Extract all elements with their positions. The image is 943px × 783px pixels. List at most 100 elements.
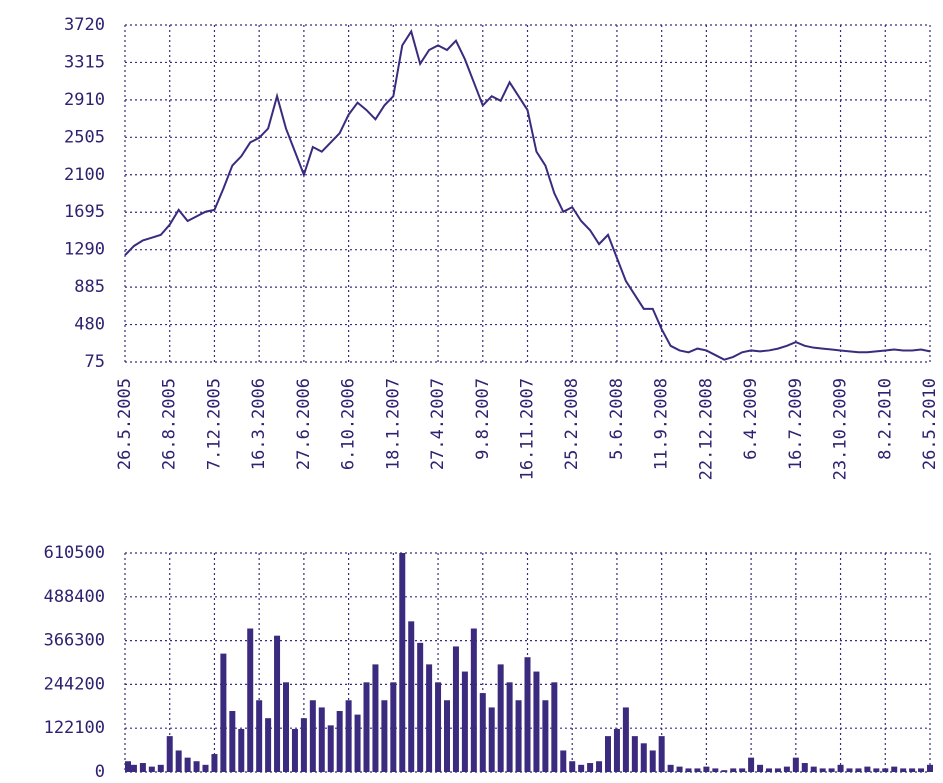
volume-bar xyxy=(721,770,728,772)
y-tick-label: 488400 xyxy=(44,587,105,607)
volume-bar xyxy=(774,768,781,772)
y-tick-label: 1695 xyxy=(64,202,105,222)
volume-bar xyxy=(757,764,764,772)
x-tick-label: 8.2.2010 xyxy=(875,378,895,460)
volume-bar xyxy=(631,736,638,772)
volume-bar xyxy=(372,664,379,772)
volume-bar xyxy=(739,768,746,772)
x-tick-label: 7.12.2005 xyxy=(204,378,224,470)
volume-bar xyxy=(900,768,907,772)
volume-bar xyxy=(157,764,164,772)
volume-bar xyxy=(524,657,531,772)
volume-bar xyxy=(792,757,799,772)
x-tick-label: 16.11.2007 xyxy=(518,378,538,480)
volume-bar xyxy=(703,766,710,772)
volume-bar xyxy=(193,761,200,772)
volume-bar xyxy=(918,768,925,772)
volume-bar xyxy=(640,743,647,772)
volume-bar xyxy=(909,768,916,772)
volume-bar xyxy=(578,764,585,772)
y-tick-label: 2910 xyxy=(64,90,105,110)
volume-bar xyxy=(685,768,692,772)
y-tick-label: 3720 xyxy=(64,15,105,35)
volume-bar xyxy=(166,736,173,772)
y-tick-label: 1290 xyxy=(64,240,105,260)
volume-bar xyxy=(336,711,343,772)
y-tick-label: 3315 xyxy=(64,52,105,72)
volume-bar xyxy=(882,768,889,772)
y-tick-label: 2100 xyxy=(64,165,105,185)
x-tick-label: 16.7.2009 xyxy=(786,378,806,470)
volume-bar xyxy=(551,682,558,772)
volume-bar xyxy=(444,700,450,772)
volume-bar xyxy=(318,707,325,772)
y-tick-label: 75 xyxy=(85,352,105,372)
x-tick-label: 5.6.2008 xyxy=(607,378,627,460)
x-tick-label: 6.4.2009 xyxy=(741,378,761,460)
volume-bar xyxy=(417,642,424,772)
y-tick-label: 480 xyxy=(74,315,105,335)
volume-bar xyxy=(488,707,495,772)
y-tick-label: 885 xyxy=(74,277,105,297)
volume-bar xyxy=(801,763,808,772)
volume-bar xyxy=(327,725,334,772)
volume-bar xyxy=(891,766,898,772)
volume-bar xyxy=(873,768,880,772)
x-tick-label: 6.10.2006 xyxy=(339,378,359,470)
volume-bar xyxy=(345,700,352,772)
volume-bar xyxy=(435,682,442,772)
volume-bar xyxy=(461,671,468,772)
volume-bar xyxy=(605,736,611,772)
volume-bar xyxy=(426,664,433,772)
volume-bar xyxy=(855,768,862,772)
volume-bar xyxy=(175,750,182,772)
volume-bar xyxy=(810,766,817,772)
volume-bar xyxy=(479,693,486,772)
volume-bar xyxy=(354,714,361,772)
volume-bar xyxy=(748,757,755,772)
x-tick-label: 9.8.2007 xyxy=(473,378,493,460)
y-tick-label: 244200 xyxy=(44,674,105,694)
volume-bar xyxy=(390,682,397,772)
volume-bar xyxy=(283,682,289,772)
volume-bar xyxy=(622,707,629,772)
x-tick-label: 26.8.2005 xyxy=(160,378,180,470)
volume-bar xyxy=(399,553,406,772)
volume-bar xyxy=(220,653,227,772)
volume-bar xyxy=(560,750,567,772)
price-line xyxy=(124,29,931,361)
x-tick-label: 11.9.2008 xyxy=(652,378,672,470)
volume-bar xyxy=(649,750,656,772)
volume-bar xyxy=(533,671,540,772)
volume-bar xyxy=(587,763,594,772)
volume-bar xyxy=(452,646,459,772)
volume-bar xyxy=(837,764,844,772)
x-tick-label: 25.2.2008 xyxy=(562,378,582,470)
volume-bar xyxy=(300,718,307,772)
volume-bar xyxy=(148,766,155,772)
volume-bar xyxy=(184,757,191,772)
volume-bar xyxy=(274,635,281,772)
y-tick-label: 2505 xyxy=(64,127,105,147)
volume-bar xyxy=(766,768,772,772)
x-tick-label: 27.4.2007 xyxy=(428,378,448,470)
x-tick-label: 27.6.2006 xyxy=(294,378,314,470)
x-tick-label: 18.1.2007 xyxy=(383,378,403,470)
volume-bar xyxy=(658,736,665,772)
y-tick-label: 122100 xyxy=(44,718,105,738)
y-tick-label: 0 xyxy=(95,762,105,782)
x-tick-label: 26.5.2010 xyxy=(920,378,940,470)
volume-bar xyxy=(470,628,477,772)
volume-bar xyxy=(676,766,683,772)
volume-bar xyxy=(309,700,316,772)
volume-bar xyxy=(506,682,513,772)
volume-bar xyxy=(363,682,370,772)
volume-bar xyxy=(927,764,933,772)
volume-bar xyxy=(211,754,218,772)
volume-bar xyxy=(515,700,522,772)
volume-bar xyxy=(613,728,620,772)
volume-bar xyxy=(667,764,674,772)
volume-bar xyxy=(596,761,603,772)
volume-bar xyxy=(712,768,719,772)
volume-bar xyxy=(730,768,737,772)
